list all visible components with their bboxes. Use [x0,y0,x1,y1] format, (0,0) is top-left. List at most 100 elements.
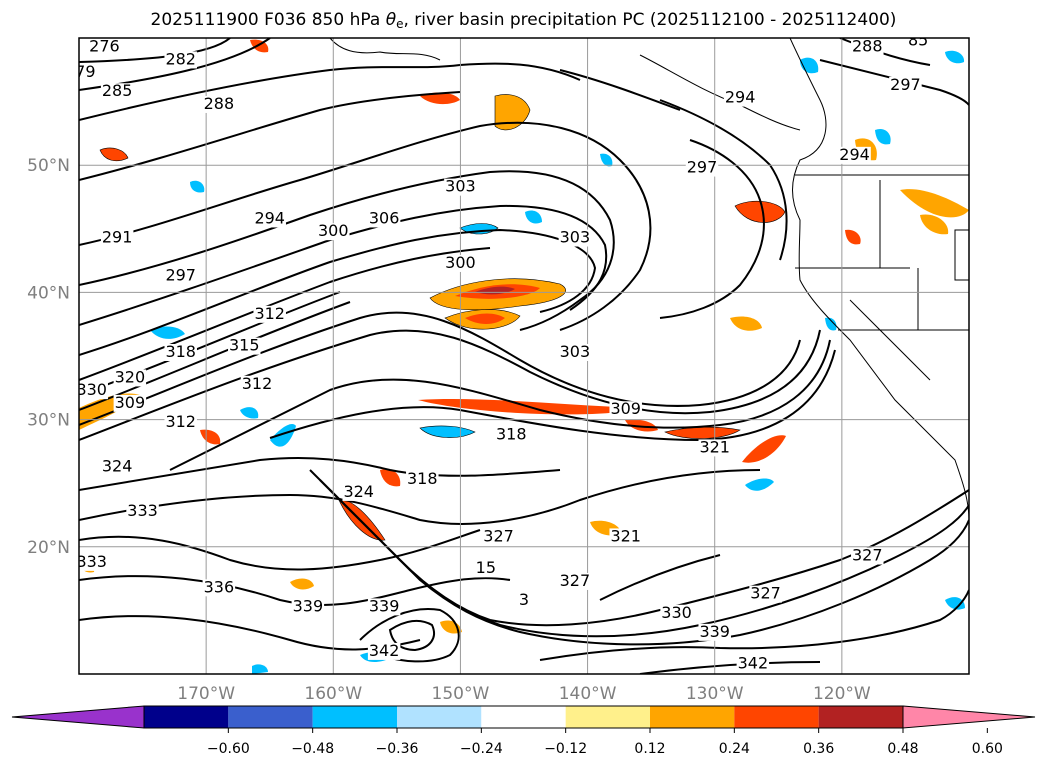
contour-label-halo [164,51,197,69]
precip-blob [240,407,259,419]
colorbar-swatch [144,706,229,728]
contour-label-halo [851,38,884,56]
contour-label: 324 [343,482,374,501]
contour-label-halo [609,401,642,419]
contour-label: 342 [369,641,400,660]
contour-label-halo [317,223,350,241]
lon-tick-label: 120°W [813,684,871,704]
contour-label: 318 [496,425,527,444]
contour-label: 312 [254,304,285,323]
precip-blob [945,597,965,610]
contour-label: 336 [204,577,235,596]
contour-label-halo [660,604,693,622]
contour-label: 300 [318,221,349,240]
colorbar-swatch [312,706,397,728]
theta-e-contours [79,38,969,674]
precip-blob [290,578,314,590]
contour-label-halo [367,598,401,616]
contour-label: 339 [293,596,324,615]
colorbar-extend-low [11,705,145,729]
contour-label: 291 [102,228,133,247]
contour-label: 327 [560,571,591,590]
colorbar-extend-high [902,705,1036,729]
contour-label-halo [698,623,731,641]
contour-label-halo [367,210,401,228]
contour-label: 303 [445,177,476,196]
lat-tick-label: 30°N [27,411,70,431]
map-frame [78,37,970,675]
colorbar-swatch [481,706,566,728]
precip-blob [730,316,762,331]
contour-label: 297 [890,75,921,94]
contour-label: 333 [76,552,107,571]
contour-label: 85 [908,30,928,49]
contour-label-halo [444,254,477,272]
contour-label: 276 [89,37,120,56]
contour-label: 330 [76,380,107,399]
contour-label: 342 [738,654,769,673]
contour-label-halo [240,375,274,393]
colorbar-tick-label: −0.36 [376,741,419,757]
lat-tick-label: 20°N [27,538,70,558]
contour-label-halo [749,585,782,603]
precip-blob [150,326,185,339]
contour-label-halo [202,579,236,597]
colorbar-tick-label: −0.60 [207,741,250,757]
contour-label: 339 [699,622,730,641]
contour-label-halo [558,344,592,361]
contour-label-halo [723,89,757,107]
precip-blob [625,419,658,432]
contour-label: 321 [610,526,641,545]
contour-label: 312 [242,374,273,393]
contour-label-halo [558,229,592,247]
precip-blob [200,429,221,445]
contour-label: 79 [75,62,95,81]
contour-label: 339 [369,596,400,615]
contour-label: 318 [165,342,196,361]
precip-blob [252,664,268,674]
precip-blob [845,229,861,245]
colorbar-swatch [734,706,819,728]
longitude-labels: 170°W 160°W 150°W 140°W 130°W 120°W [177,684,871,704]
contour-label-halo [253,210,286,228]
precip-blob [825,317,837,331]
contour-label: 309 [115,393,146,412]
colorbar-tick-label: −0.12 [544,741,587,757]
contour-label: 320 [115,367,146,386]
contour-label: 309 [610,399,641,418]
contour-label-halo [685,159,719,177]
contour-label-halo [253,305,286,323]
precip-blob [525,210,542,224]
precip-blob [190,180,205,193]
colorbar-swatch [565,706,650,728]
contour-label-halo [406,471,439,489]
contour-label: 324 [102,456,133,475]
contour-label-halo [495,426,528,444]
colorbar-tick-label: 0.12 [634,741,665,757]
contour-label-halo [474,560,498,578]
colorbar-tick-label: 0.60 [972,741,1003,757]
contour-label-halo [164,413,197,431]
contour-label-halo [88,38,121,56]
lon-tick-label: 160°W [304,684,362,704]
contour-label: 318 [407,469,438,488]
contour-label: 303 [560,342,591,361]
colorbar-swatch [650,706,735,728]
colorbar-tick-label: −0.48 [291,741,334,757]
contour-label: 297 [165,266,196,285]
lat-tick-label: 50°N [27,156,70,176]
contour-label-halo [79,64,97,82]
contour-label: 294 [839,145,870,164]
contour-label: 333 [127,501,158,520]
contour-label: 330 [661,603,692,622]
contour-label-halo [291,598,325,616]
contour-label-halo [609,528,642,546]
contour-label-halo [126,503,159,520]
contour-label-halo [79,382,108,400]
colorbar-tick-label: 0.48 [887,741,918,757]
precip-blob [734,200,786,223]
contour-label-halo [164,267,197,285]
precip-blob [465,313,505,324]
coastlines [329,38,969,521]
